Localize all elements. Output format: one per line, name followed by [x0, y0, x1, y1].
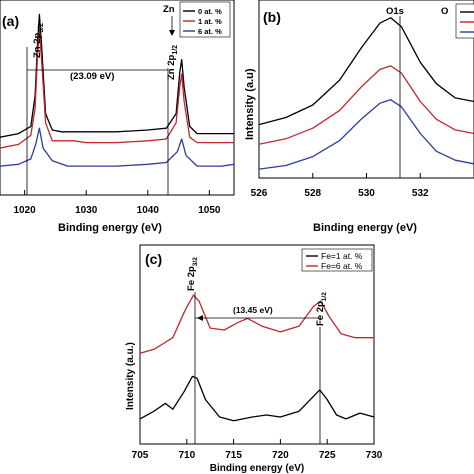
- fe-2p1-label: Fe 2p1/2: [315, 292, 328, 326]
- legend-label-6at: 6 at. %: [198, 27, 222, 36]
- panel-c: (c) 705 710 715 720 725 730 (13.45 eV) Fe 2p3…: [125, 244, 383, 474]
- panel-b-x-tick-label: 528: [304, 188, 321, 199]
- legend-label-fe1: Fe=1 at. %: [321, 251, 363, 261]
- panel-b-x-tick-label: 526: [251, 188, 268, 199]
- panel-a-label: (a): [2, 13, 19, 29]
- panel-b-xlabel: Binding energy (eV): [313, 222, 417, 234]
- panel-b-series-2: [258, 99, 474, 170]
- panel-b: (b) 526 528 530 532 O1s O Intensity (a.u) B…: [244, 0, 474, 234]
- panel-b-series-1: [258, 65, 474, 145]
- panel-c-frame: [139, 244, 375, 445]
- zn-2p1-label: Zn 2p1/2: [166, 45, 179, 80]
- fe-splitting-label: (13.45 eV): [233, 305, 273, 315]
- panel-b-frame: [258, 0, 474, 179]
- panel-b-x-tick-label: 530: [358, 188, 375, 199]
- panel-b-legend-title: O: [441, 6, 448, 17]
- legend-label-fe6: Fe=6 at. %: [321, 261, 363, 271]
- panel-c-label: (c): [145, 251, 162, 267]
- panel-c-x-tick-label: 720: [272, 450, 289, 461]
- panel-a-series-1: [0, 28, 234, 149]
- zn-splitting-label: (23.09 eV): [70, 71, 114, 82]
- arrow-left-icon: [197, 315, 203, 321]
- panel-b-x-tick-label: 532: [412, 188, 429, 199]
- panel-c-x-tick-label: 730: [366, 450, 383, 461]
- panel-c-xlabel: Binding energy (eV): [210, 463, 304, 474]
- panel-a-x-tick-label: 1040: [137, 205, 160, 216]
- fe-2p3-label: Fe 2p3/2: [186, 257, 199, 291]
- zn-2p3-label: Zn 2p3/2: [32, 23, 45, 58]
- panel-b-ylabel: Intensity (a.u): [244, 68, 256, 140]
- panel-a-series-2: [0, 127, 235, 167]
- panel-a-x-tick-label: 1020: [14, 205, 37, 216]
- panel-a-x-tick-label: 1030: [75, 205, 98, 216]
- panel-c-legend-box: [301, 248, 373, 272]
- panel-a: (a) 1020 1030 1040 1050 (23.09 eV) Zn 2p3/2…: [0, 0, 235, 234]
- panel-c-series-0: [139, 375, 375, 422]
- panel-b-label: (b): [263, 9, 281, 25]
- panel-c-x-tick-label: 715: [225, 450, 242, 461]
- arrow-down-icon: [169, 30, 175, 36]
- panel-c-series-1: [139, 294, 374, 354]
- panel-c-x-tick-label: 710: [178, 450, 195, 461]
- panel-c-ylabel: Intensity (a.u.): [125, 342, 136, 410]
- panel-a-frame: [0, 0, 235, 196]
- legend-label-1at: 1 at. %: [198, 17, 222, 26]
- panel-b-series-0: [258, 17, 474, 126]
- legend-label-0at: 0 at. %: [198, 7, 222, 16]
- o1s-label: O1s: [386, 6, 404, 17]
- panel-c-x-tick-label: 705: [132, 450, 149, 461]
- panel-c-x-tick-label: 725: [319, 450, 336, 461]
- panel-b-legend-box: [455, 3, 474, 39]
- panel-a-legend-title: Zn: [163, 4, 175, 15]
- panel-a-x-tick-label: 1050: [198, 205, 221, 216]
- panel-a-xlabel: Binding energy (eV): [58, 222, 162, 234]
